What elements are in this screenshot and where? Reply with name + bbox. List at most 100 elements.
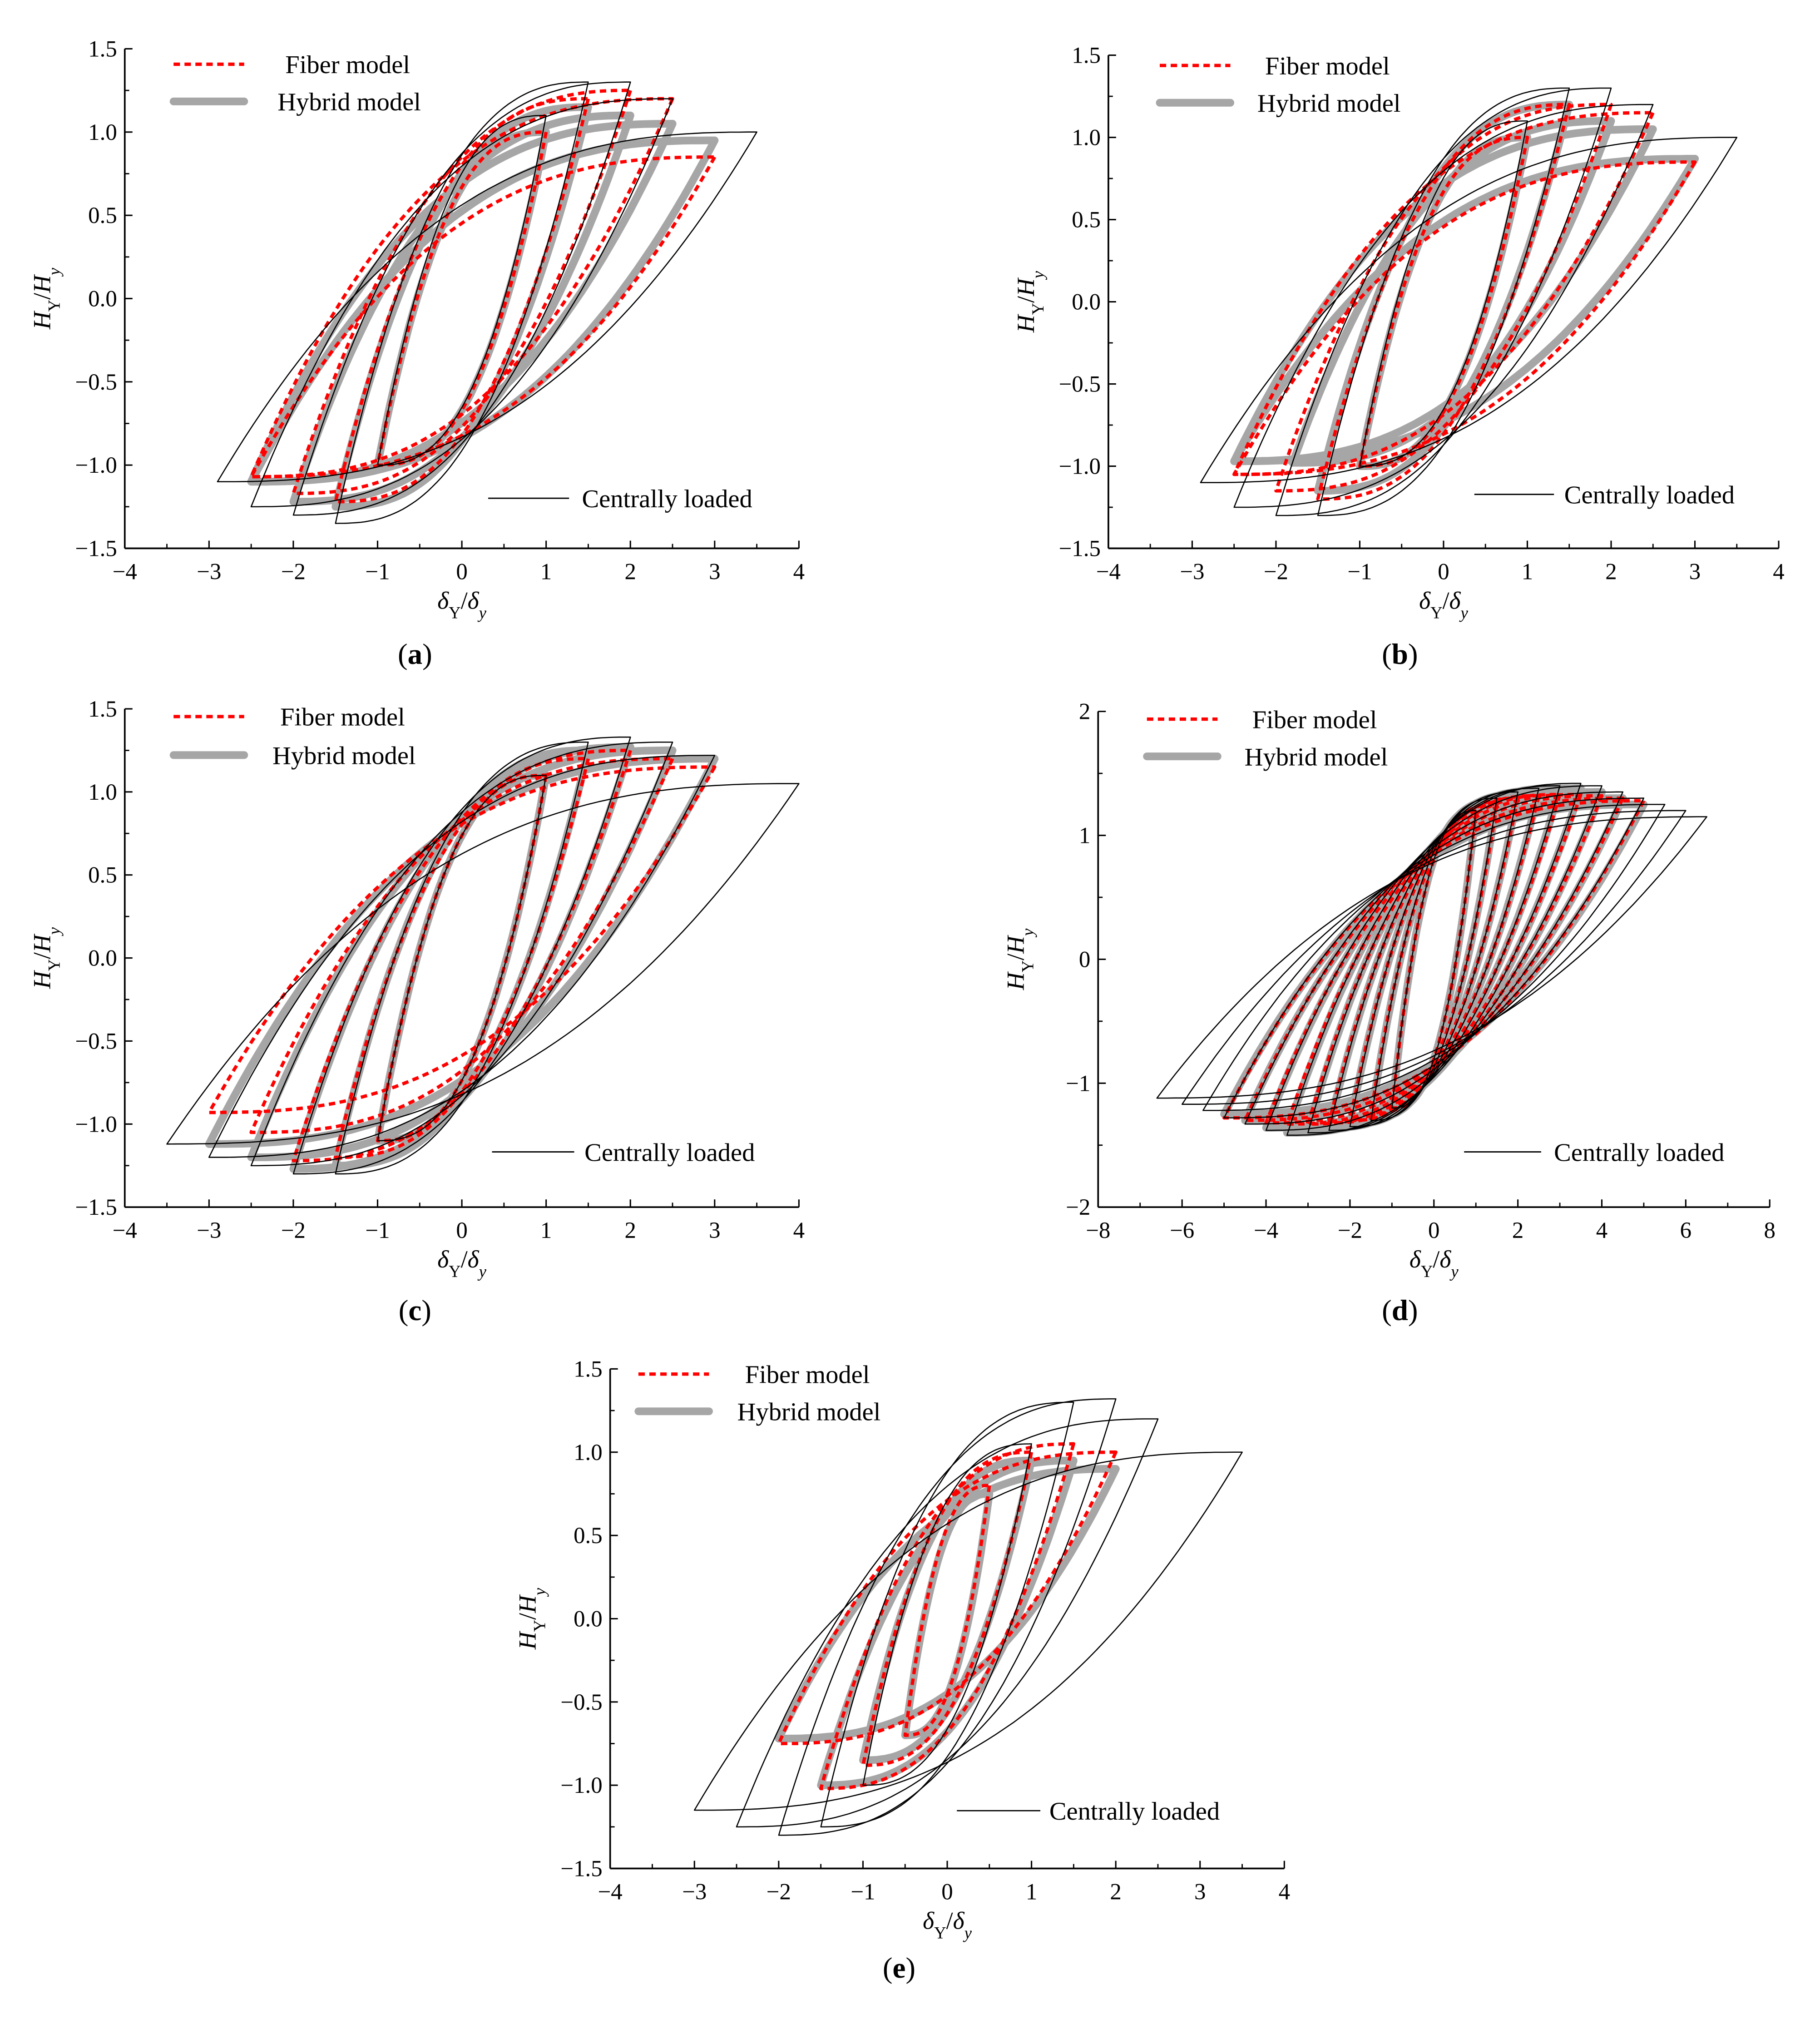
subplot-b: −4 −3 −2 −1 0 1 2 3 4−1.5−1.0−0.50.00.51.01.5δY/… — [1012, 43, 1785, 671]
caption-close: ) — [905, 1952, 915, 1984]
caption-open: ( — [1382, 638, 1392, 671]
y-tick-label: 0.5 — [88, 203, 117, 228]
y-tick-label: −1.5 — [75, 536, 117, 561]
y-tick-label: −1.5 — [560, 1856, 602, 1881]
axis-label-part: y — [477, 603, 487, 622]
y-tick-label: 0.0 — [88, 946, 117, 971]
axis-label-part: H — [1012, 313, 1039, 333]
axis-label-part: Y — [45, 959, 63, 971]
y-tick-label: 1.5 — [88, 36, 117, 62]
hysteresis-loop — [1202, 804, 1666, 1111]
hysteresis-loop — [377, 774, 547, 1142]
axis-label-part: H — [1012, 277, 1039, 297]
axis-label-part: H — [29, 310, 56, 330]
hysteresis-loop — [1317, 87, 1570, 516]
x-tick-label: −4 — [1096, 559, 1121, 584]
legend: Fiber model Hybrid model Centrally loaded — [1156, 52, 1735, 510]
x-tick-label: −4 — [113, 1218, 137, 1243]
y-tick-label: −1.5 — [75, 1195, 117, 1220]
y-tick-label: 1.0 — [1072, 125, 1101, 151]
legend-fiber-label: Fiber model — [745, 1361, 870, 1389]
y-tick-label: 0.0 — [88, 286, 117, 312]
x-tick-label: −3 — [197, 559, 221, 584]
series-hybrid — [205, 743, 719, 1173]
y-tick-label: −2 — [1066, 1195, 1090, 1220]
x-tick-label: 4 — [793, 559, 805, 584]
axis-label-part: H — [514, 1594, 541, 1613]
axis-label-part: / — [29, 293, 56, 300]
hysteresis-loop — [1265, 785, 1602, 1131]
hysteresis-loop — [335, 81, 589, 524]
axis-label-part: δ — [1449, 587, 1461, 614]
hysteresis-loop — [1307, 785, 1561, 1133]
hysteresis-loop — [292, 736, 631, 1175]
hysteresis-loop — [736, 1418, 1159, 1828]
axis-label-part: y — [530, 1588, 549, 1597]
hysteresis-loop — [331, 103, 592, 511]
hysteresis-loop — [775, 1465, 1120, 1743]
x-tick-label: −2 — [767, 1879, 791, 1905]
caption-letter: b — [1392, 638, 1408, 671]
x-tick-label: 4 — [1596, 1218, 1607, 1243]
series-central — [166, 736, 800, 1175]
axis-label-part: Y — [934, 1923, 946, 1942]
legend-hybrid-label: Hybrid model — [277, 88, 421, 116]
y-tick-label: −0.5 — [75, 1029, 117, 1054]
x-tick-label: 0 — [1438, 559, 1449, 584]
x-tick-label: −3 — [682, 1879, 707, 1905]
x-tick-label: 4 — [1773, 559, 1784, 584]
x-tick-label: 3 — [709, 559, 720, 584]
hysteresis-loop — [208, 755, 716, 1158]
subplot-a: −4 −3 −2 −1 0 1 2 3 4−1.5−1.0−0.50.00.51.01.5δY/… — [29, 36, 805, 671]
y-tick-label: 1.0 — [88, 780, 117, 805]
y-tick-label: −1 — [1066, 1071, 1090, 1096]
legend-central-label: Centrally loaded — [582, 485, 752, 513]
series-central — [217, 81, 757, 524]
legend: Fiber model Hybrid model Centrally loaded — [169, 51, 752, 513]
y-tick-label: −1.5 — [1059, 536, 1101, 561]
axis-label-part: δ — [1419, 587, 1431, 614]
hysteresis-loop — [1349, 791, 1518, 1128]
axis-label-part: δ — [1410, 1246, 1421, 1273]
axis-label-part: δ — [953, 1907, 965, 1934]
legend-central-label: Centrally loaded — [1554, 1138, 1724, 1167]
x-tick-label: 1 — [540, 559, 552, 584]
x-tick-label: 3 — [709, 1218, 720, 1243]
axis-label-part: H — [29, 970, 56, 989]
y-tick-label: −0.5 — [75, 370, 117, 395]
series-central — [1156, 782, 1707, 1136]
x-tick-label: 0 — [1428, 1218, 1439, 1243]
axis-label-part: Y — [1421, 1262, 1433, 1281]
axis-label-part: δ — [923, 1907, 935, 1934]
hysteresis-loop — [334, 97, 590, 504]
y-axis-label: HY/Hy — [29, 927, 63, 989]
y-axis-label: HY/Hy — [1012, 271, 1047, 333]
x-tick-label: 0 — [456, 1218, 467, 1243]
legend: Fiber model Hybrid model Centrally loaded — [1143, 706, 1724, 1167]
y-tick-label: 1.0 — [574, 1440, 603, 1465]
hysteresis-loop — [819, 1442, 1075, 1791]
x-tick-label: 1 — [1522, 559, 1533, 584]
subplot-c: −4 −3 −2 −1 0 1 2 3 4−1.5−1.0−0.50.00.51.01.5δY/… — [29, 697, 805, 1327]
legend-hybrid-label: Hybrid model — [272, 742, 416, 770]
y-tick-label: 0.5 — [88, 863, 117, 888]
x-tick-label: 2 — [625, 559, 636, 584]
caption-open: ( — [883, 1952, 893, 1984]
legend-hybrid-label: Hybrid model — [1245, 743, 1388, 771]
hysteresis-loop — [1328, 787, 1540, 1131]
x-tick-label: 6 — [1680, 1218, 1691, 1243]
y-tick-label: 1.5 — [574, 1356, 603, 1382]
x-tick-label: −1 — [365, 559, 390, 584]
y-axis-label: HY/Hy — [514, 1588, 549, 1650]
x-tick-label: 2 — [1110, 1879, 1121, 1905]
hysteresis-loop — [217, 131, 757, 482]
y-tick-label: 1.0 — [88, 120, 117, 145]
caption-letter: d — [1392, 1294, 1408, 1327]
hysteresis-loop — [862, 1443, 1032, 1786]
x-tick-label: 4 — [793, 1218, 805, 1243]
caption-letter: e — [893, 1952, 906, 1984]
y-tick-label: 0.5 — [1072, 208, 1101, 233]
series-central — [1200, 87, 1738, 516]
legend: Fiber model Hybrid model Centrally loaded — [634, 1361, 1220, 1826]
